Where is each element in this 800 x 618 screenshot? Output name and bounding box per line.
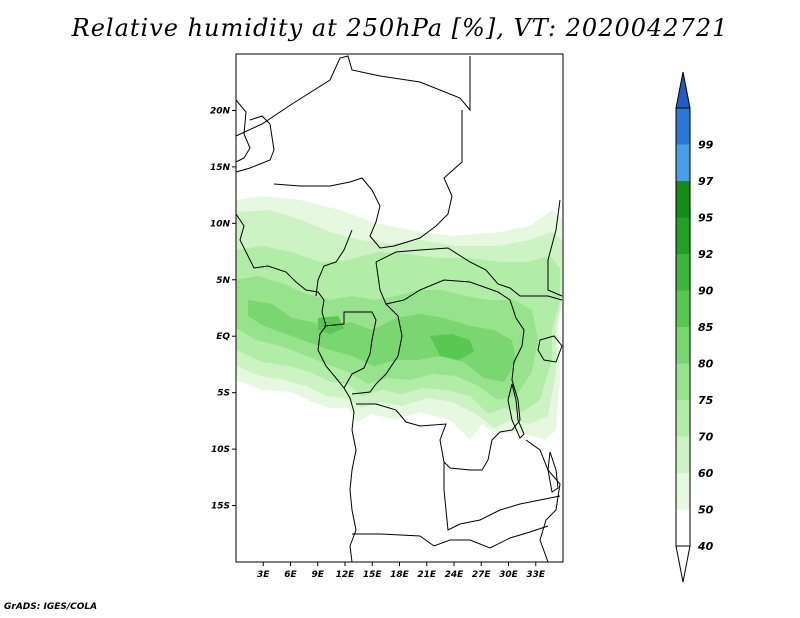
colorbar-swatch	[676, 363, 690, 400]
colorbar-swatch	[676, 473, 690, 510]
humidity-shading	[236, 196, 562, 440]
colorbar-swatch	[676, 509, 690, 546]
lat-tick-label: 5S	[217, 389, 230, 399]
colorbar: 40 50 60 70 75 80 85 90 92 95 97 99	[675, 71, 714, 583]
colorbar-label: 75	[698, 394, 714, 407]
lat-tick-label: 10S	[211, 445, 230, 455]
boundary-south	[352, 525, 549, 549]
boundary-sahel	[235, 115, 275, 173]
colorbar-bottom-arrow	[675, 545, 691, 583]
boundary-nigeria-cameroon	[315, 229, 353, 297]
lake-tanganyika	[507, 383, 525, 439]
lat-tick-label: 5N	[216, 276, 230, 286]
colorbar-label: 92	[698, 248, 714, 261]
lon-tick-label: 6E	[284, 570, 297, 580]
lon-axis: 3E 6E 9E 12E 15E 18E 21E 24E 27E 30E 33E	[257, 562, 546, 580]
colorbar-swatch	[676, 217, 690, 254]
boundary-car-drc	[375, 261, 511, 305]
lat-tick-label: 20N	[210, 106, 231, 116]
boundary-angola-zambia	[443, 462, 561, 531]
humidity-band-80	[248, 300, 516, 382]
boundary-chad-car	[375, 247, 563, 301]
lake-victoria	[537, 335, 563, 363]
boundary-east-africa	[547, 199, 563, 297]
lat-tick-label: EQ	[216, 332, 230, 342]
colorbar-label: 50	[698, 504, 714, 517]
colorbar-frame	[675, 107, 691, 547]
humidity-patch-85	[430, 334, 474, 360]
colorbar-label: 97	[698, 175, 714, 188]
boundary-east-south	[525, 439, 561, 563]
colorbar-swatch	[676, 290, 690, 327]
lon-tick-label: 15E	[363, 570, 383, 580]
lon-tick-label: 24E	[445, 570, 465, 580]
lon-tick-label: 21E	[417, 570, 437, 580]
colorbar-label: 80	[698, 358, 714, 371]
chart-title: Relative humidity at 250hPa [%], VT: 202…	[71, 14, 729, 42]
colorbar-label: 40	[697, 540, 714, 553]
colorbar-swatch	[676, 400, 690, 437]
lat-tick-label: 10N	[210, 219, 231, 229]
colorbar-swatch	[676, 144, 690, 181]
footer-credit: GrADS: IGES/COLA	[4, 602, 98, 612]
boundary-congo-drc	[351, 303, 403, 395]
lat-tick-label: 15N	[210, 163, 231, 173]
boundary-niger-nigeria	[273, 110, 463, 249]
lon-tick-label: 3E	[257, 570, 270, 580]
lon-tick-label: 9E	[312, 570, 325, 580]
lat-axis: 20N 15N 10N 5N EQ 5S 10S 15S	[210, 106, 236, 512]
colorbar-swatch	[676, 436, 690, 473]
colorbar-swatch	[676, 254, 690, 291]
colorbar-label: 95	[698, 212, 714, 225]
colorbar-label: 70	[698, 431, 714, 444]
boundary-north	[235, 55, 471, 137]
lon-tick-label: 33E	[526, 570, 546, 580]
lon-tick-label: 30E	[499, 570, 519, 580]
lake-malawi	[547, 451, 559, 493]
lat-tick-label: 15S	[211, 502, 230, 512]
colorbar-swatch	[676, 181, 690, 218]
coastline-west-africa	[235, 99, 251, 163]
boundary-cameroon-gabon	[323, 311, 377, 389]
coastline-gulf-of-guinea	[235, 213, 357, 563]
colorbar-label: 99	[698, 139, 714, 152]
colorbar-label: 60	[698, 467, 714, 480]
boundary-drc-east	[356, 299, 525, 471]
lon-tick-label: 12E	[336, 570, 356, 580]
colorbar-swatch	[676, 327, 690, 364]
colorbar-label: 90	[698, 285, 714, 298]
colorbar-top-arrow	[675, 71, 691, 109]
lon-tick-label: 27E	[472, 570, 492, 580]
country-boundaries	[235, 55, 563, 563]
lon-tick-label: 18E	[390, 570, 410, 580]
colorbar-label: 85	[698, 321, 714, 334]
colorbar-swatch	[676, 108, 690, 145]
